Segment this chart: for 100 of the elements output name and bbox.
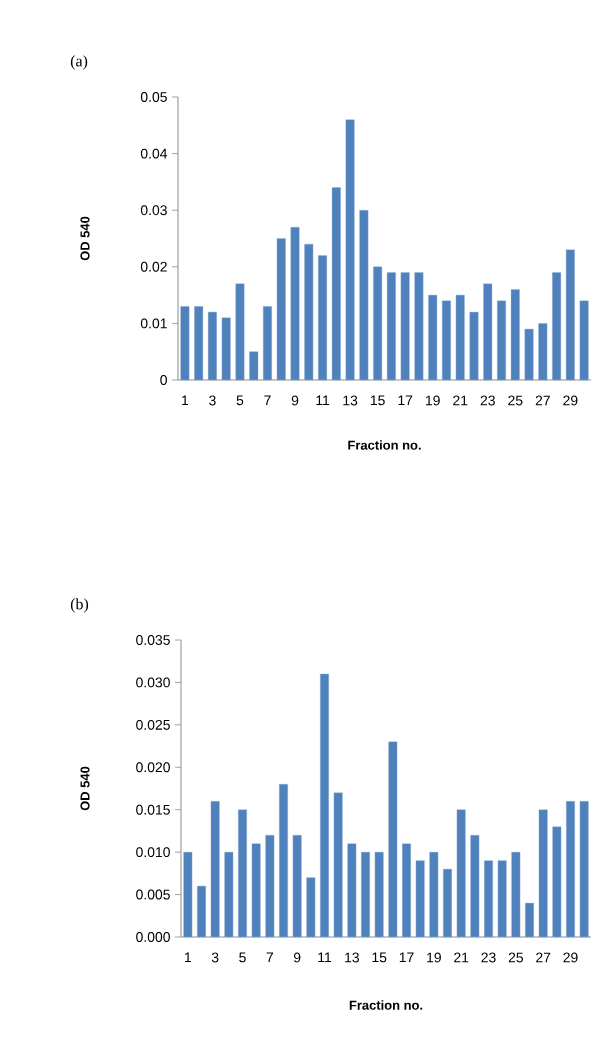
x-tick-label: 25 (508, 395, 523, 406)
bar (552, 826, 562, 938)
x-tick-label: 15 (370, 395, 385, 406)
bar (374, 851, 384, 938)
x-axis-title: Fraction no. (349, 1000, 423, 1010)
bar (238, 809, 247, 938)
bar (210, 801, 220, 938)
bar (276, 238, 286, 381)
bar (510, 289, 520, 381)
y-tick-label: 0.05 (140, 92, 167, 102)
x-tick-label: 27 (536, 952, 551, 963)
bar (402, 843, 411, 938)
bar (292, 834, 302, 938)
y-tick-label: 0.010 (136, 847, 170, 858)
bar (566, 801, 575, 938)
bar (197, 885, 206, 938)
bar (386, 272, 396, 381)
bar (333, 792, 343, 938)
bar (180, 306, 190, 381)
x-tick-label: 15 (372, 952, 387, 963)
bar (429, 851, 439, 938)
x-tick-label: 5 (239, 952, 246, 963)
bar (279, 784, 288, 938)
x-tick-label: 21 (454, 952, 469, 963)
bar (373, 266, 383, 381)
x-tick-label: 11 (318, 952, 332, 963)
bar (183, 851, 193, 938)
x-tick-label: 23 (480, 395, 495, 406)
bar (443, 868, 452, 938)
bar (265, 834, 275, 938)
y-tick-label: 0.02 (140, 261, 167, 272)
bar (470, 834, 480, 938)
x-tick-label: 25 (508, 952, 524, 963)
y-axis-title: OD 540 (80, 766, 90, 811)
bar (320, 673, 329, 938)
bar (415, 860, 425, 938)
y-tick-label: 0 (160, 375, 167, 385)
x-tick-label: 1 (182, 395, 189, 406)
bar (249, 351, 259, 381)
x-tick-label: 3 (211, 952, 219, 963)
x-tick-label: 17 (398, 395, 413, 406)
y-tick-label: 0.01 (140, 318, 167, 329)
x-tick-label: 23 (481, 952, 496, 963)
bar (511, 851, 521, 938)
x-tick-label: 3 (209, 395, 216, 406)
bar (497, 300, 506, 381)
bar (469, 311, 479, 381)
bar (428, 294, 438, 381)
bar (484, 860, 493, 938)
chart-title: (a) (70, 55, 88, 70)
x-tick-label: 29 (563, 395, 578, 406)
bar (251, 843, 261, 938)
x-tick-label: 21 (453, 395, 468, 406)
y-tick-label: 0.000 (136, 932, 170, 942)
bar (304, 243, 314, 381)
y-tick-label: 0.025 (136, 719, 170, 730)
chart-title: (b) (70, 598, 89, 613)
bar (538, 323, 548, 381)
bar (347, 843, 357, 938)
bar (359, 209, 369, 381)
bar (388, 741, 398, 938)
x-tick-label: 17 (399, 952, 414, 963)
y-tick-label: 0.035 (136, 635, 170, 645)
bar (497, 860, 507, 938)
bar (525, 902, 534, 938)
bar (194, 306, 204, 381)
x-tick-label: 27 (535, 395, 550, 406)
x-tick-label: 7 (264, 395, 271, 406)
y-tick-label: 0.015 (136, 804, 170, 815)
bar (361, 851, 370, 938)
bar (318, 255, 328, 381)
y-tick-label: 0.030 (136, 677, 170, 688)
bar (414, 272, 424, 381)
bar (524, 328, 534, 381)
bar (538, 809, 548, 938)
bar (483, 283, 493, 381)
x-tick-label: 19 (425, 395, 440, 406)
bar (552, 272, 562, 381)
bar (441, 300, 451, 381)
x-tick-label: 29 (563, 952, 578, 963)
x-tick-label: 9 (291, 395, 299, 406)
y-tick-label: 0.04 (140, 148, 168, 159)
bar (235, 283, 245, 381)
x-tick-label: 11 (316, 395, 330, 406)
bar (263, 306, 272, 381)
x-tick-label: 19 (427, 952, 441, 963)
x-tick-label: 5 (236, 395, 244, 406)
bar (455, 294, 465, 381)
x-tick-label: 13 (343, 395, 358, 406)
x-tick-label: 13 (345, 952, 359, 963)
bar (290, 226, 300, 381)
bar (331, 187, 341, 381)
bar (306, 877, 316, 938)
x-tick-label: 1 (185, 952, 192, 963)
bar (224, 851, 234, 938)
bar (345, 119, 355, 381)
bar (565, 249, 575, 381)
bar (400, 272, 410, 381)
bar (221, 317, 231, 381)
x-axis-title: Fraction no. (348, 440, 421, 450)
